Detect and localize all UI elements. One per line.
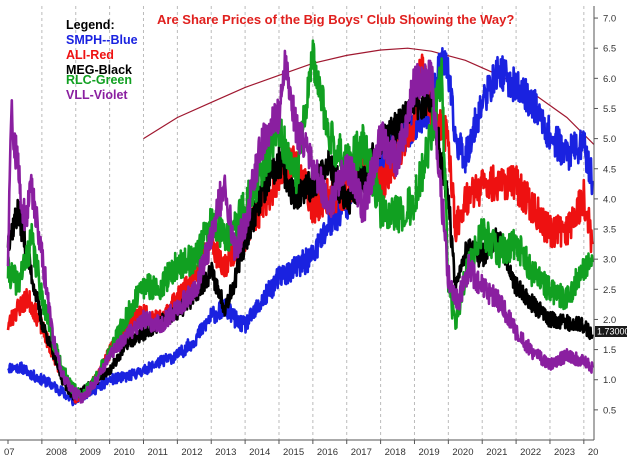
x-tick-label: 2021: [486, 447, 507, 458]
legend-entry-rlc: RLC-Green: [66, 73, 132, 87]
x-tick-label: 2018: [385, 447, 406, 458]
x-tick-label: 2010: [114, 447, 135, 458]
last-value-label: 1.73000: [597, 327, 630, 337]
last-value-badge: 1.73000: [595, 326, 630, 337]
x-tick-label: 2017: [351, 447, 372, 458]
y-axis-ticks: 0.5 1.0 1.5 2.0 2.5 3.0 3.5 4.0 4.5 5.0 5.5 6.0 6.5 7…: [594, 14, 616, 416]
x-tick-label: 2022: [520, 447, 541, 458]
x-axis-ticks: 07 2008 2009 2010 2011 2012 2013 2014 2015 2016 20…: [4, 440, 598, 458]
y-tick-label: 2.5: [603, 285, 616, 296]
series-lines: [6, 39, 594, 407]
y-tick-label: 3.5: [603, 225, 616, 236]
last-value-badge-bg: [595, 326, 627, 337]
y-tick-label: 5.0: [603, 134, 616, 145]
legend-entry-smph: SMPH--Blue: [66, 33, 138, 47]
y-tick-label: 7.0: [603, 14, 616, 25]
legend-entry-vll: VLL-Violet: [66, 88, 128, 102]
x-tick-label: 2020: [452, 447, 473, 458]
y-tick-label: 3.0: [603, 255, 616, 266]
y-tick-label: 2.0: [603, 315, 616, 326]
y-tick-label: 0.5: [603, 405, 616, 416]
x-tick-label: 2012: [181, 447, 202, 458]
x-tick-label: 2016: [317, 447, 338, 458]
y-tick-label: 1.0: [603, 375, 616, 386]
x-tick-label: 2008: [46, 447, 67, 458]
chart-title: Are Share Prices of the Big Boys' Club S…: [157, 12, 514, 27]
y-tick-label: 1.5: [603, 345, 616, 356]
x-tick-label: 2011: [147, 447, 167, 458]
y-tick-label: 6.5: [603, 44, 616, 55]
legend: Legend: SMPH--Blue ALI-Red MEG-Black RLC…: [66, 18, 138, 102]
x-tick-label: 2009: [80, 447, 101, 458]
legend-heading: Legend:: [66, 18, 115, 32]
x-tick-label: 20: [588, 447, 599, 458]
x-tick-label: 2023: [554, 447, 575, 458]
series-line-vll: [6, 49, 594, 404]
x-tick-label: 2015: [283, 447, 304, 458]
series-line-ali: [6, 53, 594, 404]
x-tick-label: 2019: [418, 447, 439, 458]
x-tick-label: 2014: [249, 447, 270, 458]
y-tick-label: 6.0: [603, 74, 616, 85]
legend-entry-ali: ALI-Red: [66, 48, 114, 62]
x-tick-label: 2013: [215, 447, 236, 458]
legend-entry-meg: MEG-Black: [66, 63, 132, 77]
y-tick-label: 5.5: [603, 104, 616, 115]
y-tick-label: 4.0: [603, 194, 616, 205]
y-tick-label: 4.5: [603, 164, 616, 175]
x-tick-label: 07: [4, 447, 15, 458]
